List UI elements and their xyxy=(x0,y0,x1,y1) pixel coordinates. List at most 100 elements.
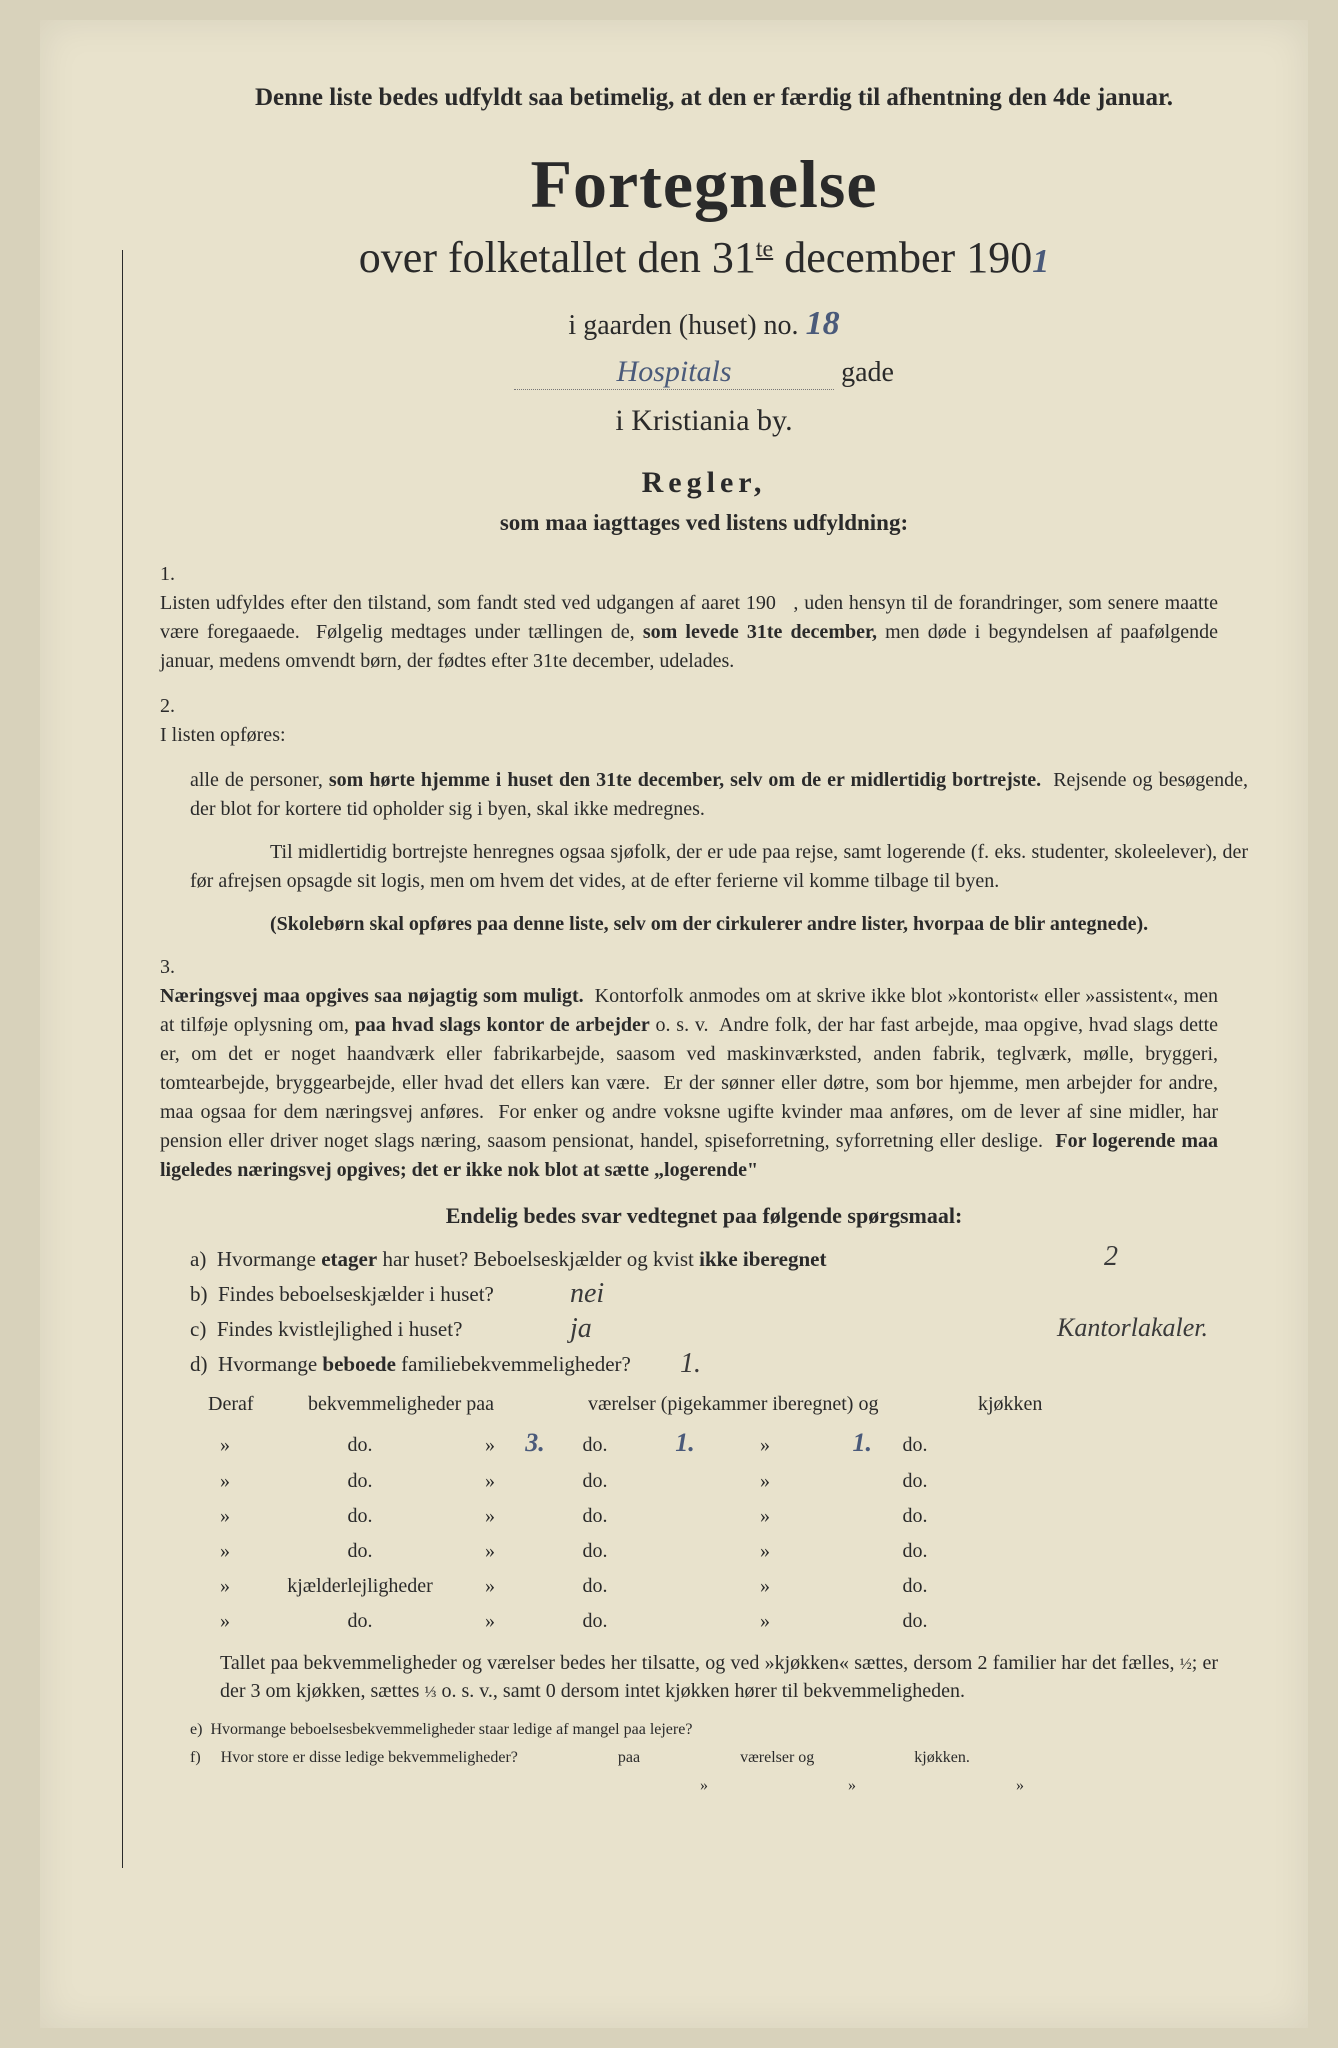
rule-2b: Til midlertidig bortrejste henregnes ogs… xyxy=(190,838,1248,896)
qb-answer: nei xyxy=(570,1278,604,1310)
cell-hand: 1. xyxy=(630,1428,740,1458)
subtitle-pre: over folketallet den 31 xyxy=(359,233,756,282)
street-line: Hospitals gade xyxy=(160,355,1248,390)
rule-1-num: 1. xyxy=(160,560,186,589)
cell: » xyxy=(740,1505,790,1528)
qb-text: Findes beboelseskjælder i huset? xyxy=(218,1282,494,1306)
rule-2: 2. I listen opføres: xyxy=(160,692,1248,750)
cell: kjælderlejligheder xyxy=(250,1575,470,1598)
qd-bold: beboede xyxy=(322,1352,396,1376)
table-row: »kjælderlejligheder»do.»do. xyxy=(200,1575,1248,1598)
cell: » xyxy=(200,1505,250,1528)
table-row: »do.»do.»do. xyxy=(200,1505,1248,1528)
cell: do. xyxy=(250,1540,470,1563)
cell: » xyxy=(200,1610,250,1633)
table-note: Tallet paa bekvemmeligheder og værelser … xyxy=(220,1649,1218,1705)
rule-2-num: 2. xyxy=(160,692,186,721)
qc-side: Kantorlakaler. xyxy=(1057,1313,1208,1343)
rule-1-body: Listen udfyldes efter den tilstand, som … xyxy=(160,589,1218,676)
qf-kjok: kjøkken. xyxy=(914,1749,970,1767)
cell: do. xyxy=(880,1610,950,1633)
cell: do. xyxy=(250,1505,470,1528)
qa-mid: har huset? Beboelseskjælder og kvist xyxy=(377,1247,699,1271)
qf-paa: paa xyxy=(618,1749,640,1767)
cell: » xyxy=(470,1470,510,1493)
question-e: e) Hvormange beboelsesbekvemmeligheder s… xyxy=(190,1721,1248,1739)
rule-2c: (Skolebørn skal opføres paa denne liste,… xyxy=(190,910,1248,939)
cell: do. xyxy=(560,1575,630,1598)
subtitle-post: december 190 xyxy=(773,233,1032,282)
cell: » xyxy=(200,1540,250,1563)
qc-label: c) xyxy=(190,1317,206,1341)
rule-3-body: Næringsvej maa opgives saa nøjagtig som … xyxy=(160,982,1218,1185)
qb-label: b) xyxy=(190,1282,208,1306)
rule-2-intro: I listen opføres: xyxy=(160,721,1218,750)
rules-subheading: som maa iagttages ved listens udfyldning… xyxy=(160,510,1248,536)
cell: do. xyxy=(560,1505,630,1528)
cell: » xyxy=(200,1470,250,1493)
rule-2a: alle de personer, som hørte hjemme i hus… xyxy=(190,766,1248,824)
cell: do. xyxy=(880,1434,950,1457)
cell-hand: 3. xyxy=(510,1428,560,1458)
qa-bold: etager xyxy=(321,1247,377,1271)
qc-answer: ja xyxy=(570,1313,592,1345)
rule-3: 3. Næringsvej maa opgives saa nøjagtig s… xyxy=(160,953,1248,1185)
vertical-rule xyxy=(122,250,123,1868)
qa-answer: 2 xyxy=(1104,1241,1118,1273)
cell: » xyxy=(470,1540,510,1563)
qd-post: familiebekvemmeligheder? xyxy=(396,1352,631,1376)
question-b: b) Findes beboelseskjælder i huset? nei xyxy=(190,1282,1248,1307)
cell: » xyxy=(200,1434,250,1457)
dwelling-table: Deraf bekvemmeligheder paa værelser (pig… xyxy=(200,1393,1248,1633)
question-a: a) Hvormange etager har huset? Beboelses… xyxy=(190,1247,1248,1272)
cell: » xyxy=(740,1434,790,1457)
cell: do. xyxy=(560,1434,630,1457)
table-row: »do.»do.»do. xyxy=(200,1610,1248,1633)
cell: » xyxy=(470,1575,510,1598)
city-line: i Kristiania by. xyxy=(160,404,1248,438)
qf-pre: Hvor store er disse ledige bekvemmelighe… xyxy=(221,1749,518,1767)
qe-text: Hvormange beboelsesbekvemmeligheder staa… xyxy=(210,1721,692,1738)
house-line: i gaarden (huset) no. 18 xyxy=(160,305,1248,343)
cell: do. xyxy=(250,1470,470,1493)
document-page: Man anmodes om at gjennemlæse og nøje at… xyxy=(40,20,1308,2028)
questions: a) Hvormange etager har huset? Beboelses… xyxy=(160,1247,1248,1377)
street-suffix: gade xyxy=(841,357,894,388)
year-hand: 1 xyxy=(1032,243,1049,280)
cell: do. xyxy=(880,1470,950,1493)
question-d: d) Hvormange beboede familiebekvemmeligh… xyxy=(190,1352,1248,1377)
top-note: Denne liste bedes udfyldt saa betimelig,… xyxy=(220,80,1208,115)
subtitle: over folketallet den 31te december 1901 xyxy=(160,232,1248,283)
cell: do. xyxy=(880,1575,950,1598)
cell: do. xyxy=(880,1505,950,1528)
qd-answer: 1. xyxy=(680,1348,701,1380)
qf-vaer: værelser og xyxy=(740,1749,814,1767)
table-row: »do.»do.»do. xyxy=(200,1540,1248,1563)
cell: » xyxy=(740,1575,790,1598)
qd-label: d) xyxy=(190,1352,208,1376)
question-c: c) Findes kvistlejlighed i huset? ja Kan… xyxy=(190,1317,1248,1342)
street-hand: Hospitals xyxy=(514,355,834,390)
cell: » xyxy=(740,1470,790,1493)
rule-3-num: 3. xyxy=(160,953,186,982)
table-row: »do.»do.»do. xyxy=(200,1470,1248,1493)
th-bekv: bekvemmeligheder paa xyxy=(300,1393,580,1416)
house-no: 18 xyxy=(806,305,840,342)
cell: » xyxy=(470,1610,510,1633)
cell: do. xyxy=(560,1470,630,1493)
qf-label: f) xyxy=(190,1749,201,1767)
questions-heading: Endelig bedes svar vedtegnet paa følgend… xyxy=(160,1203,1248,1229)
cell: » xyxy=(200,1575,250,1598)
cell: do. xyxy=(250,1610,470,1633)
qe-label: e) xyxy=(190,1721,202,1738)
qc-text: Findes kvistlejlighed i huset? xyxy=(217,1317,463,1341)
cell: do. xyxy=(880,1540,950,1563)
cell: » xyxy=(470,1434,510,1457)
qa-bold2: ikke iberegnet xyxy=(699,1247,826,1271)
question-f-cont: » » » xyxy=(220,1777,1248,1795)
th-deraf: Deraf xyxy=(200,1393,300,1416)
cell: » xyxy=(470,1505,510,1528)
question-f: f) Hvor store er disse ledige bekvemmeli… xyxy=(190,1749,1248,1767)
content-area: Denne liste bedes udfyldt saa betimelig,… xyxy=(160,80,1248,1795)
main-title: Fortegnelse xyxy=(160,145,1248,224)
